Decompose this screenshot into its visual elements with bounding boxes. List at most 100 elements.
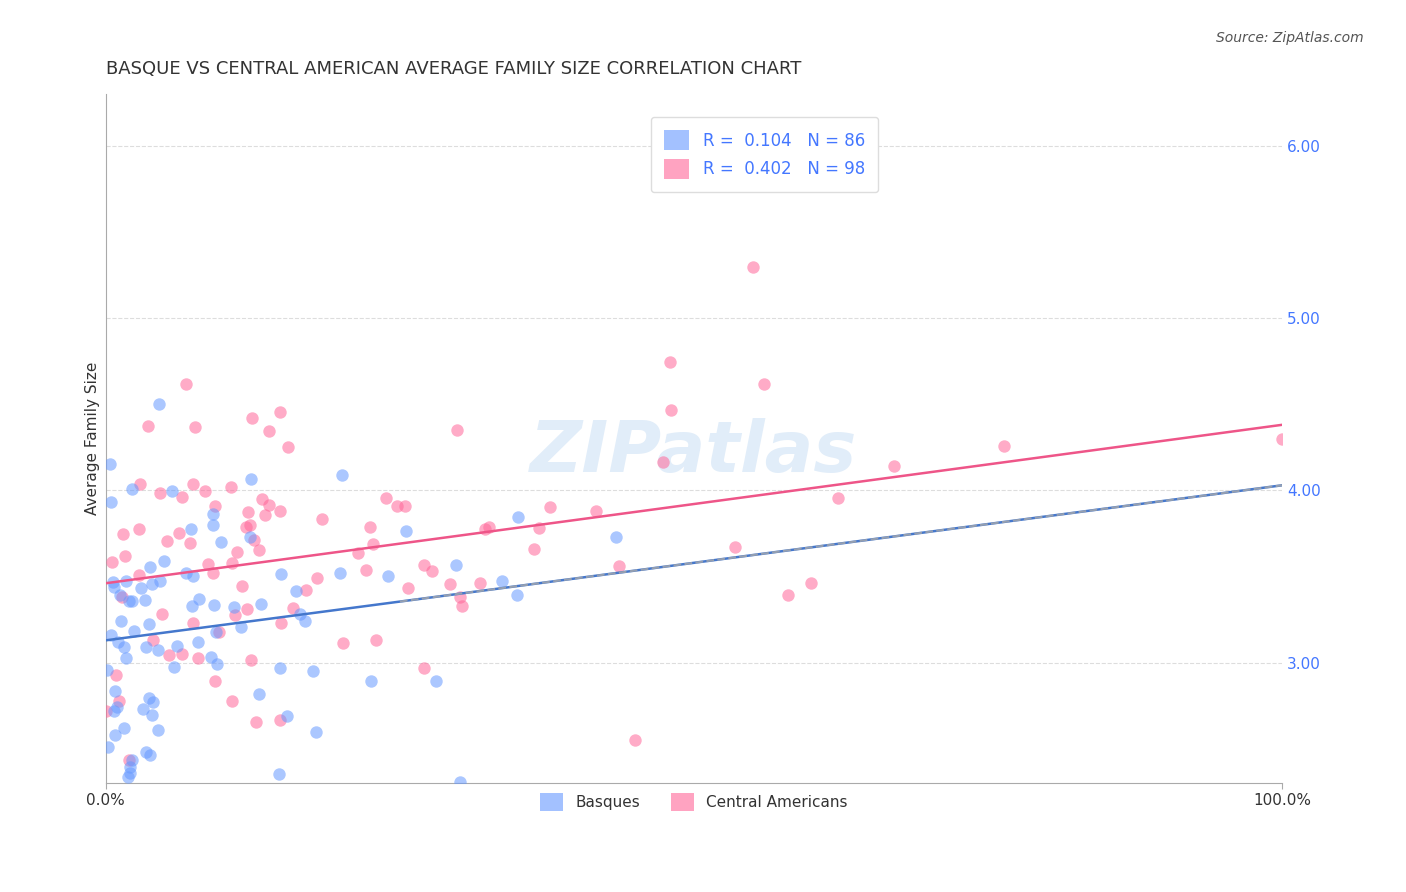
- Point: [993, 439, 1015, 453]
- Y-axis label: Average Family Size: Average Family Size: [86, 362, 100, 516]
- Point: [239, 517, 262, 532]
- Point: [624, 733, 647, 747]
- Point: [270, 567, 292, 582]
- Point: [138, 690, 160, 705]
- Point: [183, 569, 205, 583]
- Point: [281, 601, 304, 615]
- Point: [118, 759, 141, 773]
- Text: Source: ZipAtlas.com: Source: ZipAtlas.com: [1216, 31, 1364, 45]
- Point: [332, 467, 354, 482]
- Point: [174, 376, 197, 391]
- Point: [121, 482, 143, 496]
- Point: [201, 566, 224, 580]
- Point: [359, 520, 381, 534]
- Point: [166, 639, 188, 653]
- Point: [170, 490, 193, 504]
- Point: [478, 520, 501, 534]
- Point: [179, 536, 201, 550]
- Point: [412, 558, 434, 572]
- Point: [395, 524, 418, 538]
- Point: [659, 354, 682, 368]
- Point: [135, 640, 157, 654]
- Point: [121, 593, 143, 607]
- Point: [883, 458, 905, 473]
- Point: [180, 522, 202, 536]
- Text: ZIPatlas: ZIPatlas: [530, 418, 858, 487]
- Point: [240, 411, 263, 425]
- Point: [141, 707, 163, 722]
- Point: [754, 377, 776, 392]
- Point: [413, 661, 436, 675]
- Point: [141, 577, 163, 591]
- Point: [201, 508, 224, 522]
- Point: [221, 693, 243, 707]
- Point: [202, 598, 225, 612]
- Point: [97, 740, 120, 755]
- Point: [221, 556, 243, 570]
- Point: [363, 537, 385, 551]
- Point: [103, 704, 125, 718]
- Point: [659, 402, 682, 417]
- Point: [446, 424, 468, 438]
- Point: [200, 649, 222, 664]
- Point: [194, 484, 217, 499]
- Point: [269, 767, 291, 781]
- Point: [204, 673, 226, 688]
- Point: [187, 635, 209, 649]
- Point: [354, 563, 377, 577]
- Point: [156, 534, 179, 549]
- Point: [439, 577, 461, 591]
- Point: [134, 592, 156, 607]
- Point: [276, 709, 298, 723]
- Point: [112, 640, 135, 655]
- Point: [129, 581, 152, 595]
- Point: [245, 714, 267, 729]
- Point: [111, 590, 134, 604]
- Point: [138, 559, 160, 574]
- Point: [527, 520, 550, 534]
- Point: [150, 607, 173, 621]
- Text: BASQUE VS CENTRAL AMERICAN AVERAGE FAMILY SIZE CORRELATION CHART: BASQUE VS CENTRAL AMERICAN AVERAGE FAMIL…: [105, 60, 801, 78]
- Point: [183, 419, 205, 434]
- Point: [142, 695, 165, 709]
- Point: [449, 590, 471, 604]
- Point: [110, 615, 132, 629]
- Point: [800, 575, 823, 590]
- Point: [114, 651, 136, 665]
- Point: [112, 721, 135, 735]
- Point: [98, 458, 121, 472]
- Point: [224, 608, 246, 623]
- Point: [205, 625, 228, 640]
- Point: [103, 580, 125, 594]
- Point: [162, 484, 184, 499]
- Point: [332, 635, 354, 649]
- Point: [305, 725, 328, 739]
- Point: [100, 494, 122, 508]
- Point: [425, 673, 447, 688]
- Point: [360, 674, 382, 689]
- Point: [449, 775, 471, 789]
- Point: [607, 558, 630, 573]
- Point: [209, 534, 232, 549]
- Point: [129, 477, 152, 491]
- Point: [231, 579, 253, 593]
- Point: [444, 558, 467, 572]
- Point: [239, 530, 262, 544]
- Point: [105, 700, 128, 714]
- Point: [741, 260, 763, 274]
- Point: [128, 522, 150, 536]
- Point: [146, 723, 169, 738]
- Point: [219, 480, 242, 494]
- Point: [121, 753, 143, 767]
- Point: [377, 569, 399, 583]
- Point: [204, 500, 226, 514]
- Point: [96, 704, 118, 718]
- Point: [142, 632, 165, 647]
- Point: [118, 594, 141, 608]
- Point: [505, 589, 527, 603]
- Point: [152, 554, 174, 568]
- Point: [222, 599, 245, 614]
- Point: [205, 657, 228, 672]
- Point: [253, 508, 276, 523]
- Point: [302, 665, 325, 679]
